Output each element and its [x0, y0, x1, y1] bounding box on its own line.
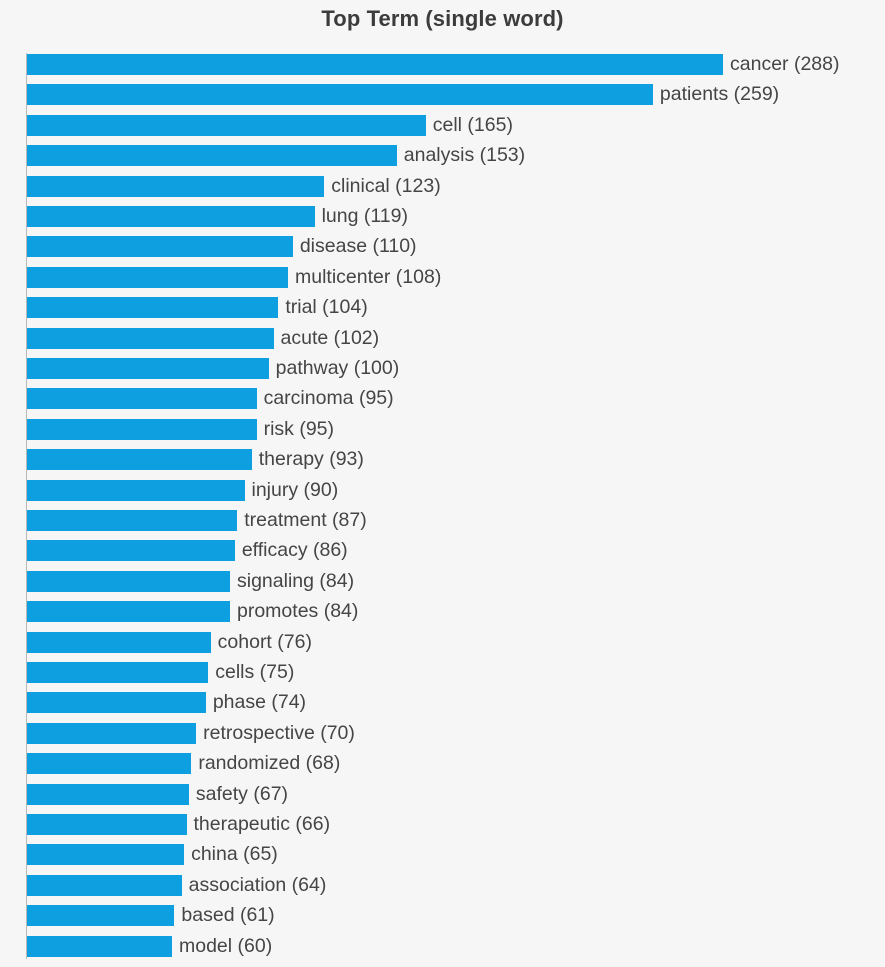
- bar-rect[interactable]: [27, 753, 192, 775]
- bar-value-label: risk (95): [263, 417, 334, 440]
- bar-rect[interactable]: [27, 418, 257, 440]
- bar-value-label: signaling (84): [237, 569, 355, 592]
- bar-value-label: cell (165): [432, 113, 513, 136]
- bar-rect[interactable]: [27, 297, 279, 319]
- bar-rect[interactable]: [27, 206, 315, 227]
- bar-value-label: injury (90): [251, 478, 339, 501]
- plot-area: cancer (288) patients (259) cell (165) anal…: [0, 51, 885, 967]
- bar-rect[interactable]: [27, 570, 230, 592]
- bar-rect[interactable]: [27, 449, 252, 471]
- bar-value-label: analysis (153): [403, 144, 526, 167]
- bar-value-label: trial (104): [285, 296, 368, 319]
- bar-value-label: clinical (123): [331, 174, 441, 197]
- bar-value-label: efficacy (86): [241, 539, 348, 562]
- bar-rect[interactable]: [27, 510, 238, 531]
- bar-value-label: retrospective (70): [203, 721, 355, 744]
- bar-rect[interactable]: [27, 388, 257, 410]
- bar-rect[interactable]: [27, 54, 723, 75]
- bar-value-label: pathway (100): [275, 357, 400, 379]
- bar-rect[interactable]: [27, 662, 209, 683]
- chart-title: Top Term (single word): [321, 6, 564, 31]
- bar-rect[interactable]: [27, 114, 426, 136]
- bar-rect[interactable]: [27, 479, 245, 501]
- bar-rect[interactable]: [27, 935, 172, 957]
- bar-value-label: china (65): [191, 843, 278, 866]
- bar-value-label: therapy (93): [258, 448, 364, 471]
- bar-value-label: disease (110): [299, 235, 417, 258]
- bar-value-label: phase (74): [212, 691, 307, 714]
- bar-value-label: carcinoma (95): [263, 387, 394, 410]
- bar-rect[interactable]: [27, 601, 230, 623]
- bar-rect[interactable]: [27, 722, 197, 744]
- bar-value-label: promotes (84): [237, 600, 359, 623]
- bar-value-label: safety (67): [195, 782, 289, 805]
- y-axis-line: [26, 53, 27, 959]
- bar-rect[interactable]: [27, 327, 274, 349]
- bar-value-label: association (64): [188, 873, 327, 896]
- bar-value-label: cohort (76): [217, 630, 312, 653]
- bar-value-label: randomized (68): [198, 752, 341, 775]
- bar-value-label: acute (102): [280, 326, 380, 349]
- bar-rect[interactable]: [27, 540, 235, 562]
- bar-value-label: multicenter (108): [295, 265, 442, 288]
- bar-rect[interactable]: [27, 844, 185, 866]
- bar-rect[interactable]: [27, 692, 206, 714]
- bar-value-label: treatment (87): [244, 509, 367, 531]
- bar-rect[interactable]: [27, 266, 288, 288]
- bar-rect[interactable]: [27, 358, 269, 379]
- bar-value-label: lung (119): [321, 205, 408, 227]
- bar-rect[interactable]: [27, 783, 189, 805]
- bar-value-label: therapeutic (66): [193, 813, 331, 835]
- bar-value-label: patients (259): [659, 83, 780, 106]
- bar-value-label: cells (75): [215, 661, 295, 683]
- bar-value-label: based (61): [181, 904, 275, 927]
- bar-rect[interactable]: [27, 905, 175, 927]
- bar-rect[interactable]: [27, 874, 182, 896]
- bar-rect[interactable]: [27, 145, 397, 167]
- bar-value-label: cancer (288): [730, 53, 840, 75]
- bar-rect[interactable]: [27, 84, 653, 106]
- bar-rect[interactable]: [27, 814, 187, 835]
- bar-rect[interactable]: [27, 631, 211, 653]
- bar-value-label: model (60): [179, 934, 273, 957]
- bar-rect[interactable]: [27, 175, 325, 197]
- bar-rect[interactable]: [27, 236, 293, 258]
